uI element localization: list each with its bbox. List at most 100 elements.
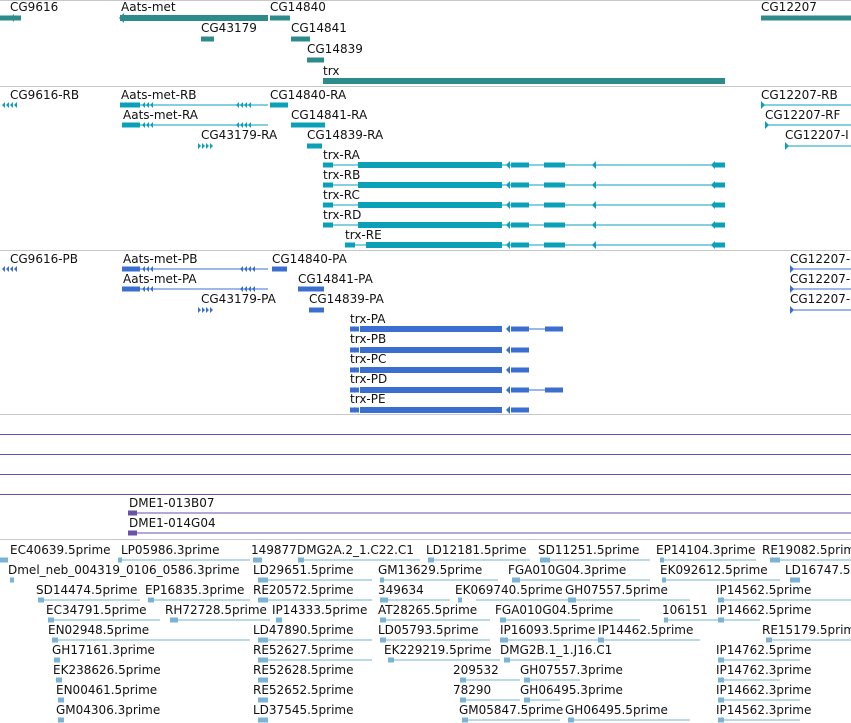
- transcript-label[interactable]: Aats-met-RB: [121, 88, 197, 102]
- transcript-label[interactable]: CG14841-RA: [291, 108, 368, 122]
- gene-label[interactable]: Aats-met: [121, 0, 176, 14]
- est-label[interactable]: IP14662.3prime: [716, 683, 812, 697]
- est-label[interactable]: EK229219.5prime: [384, 643, 492, 657]
- protein-label[interactable]: trx-PD: [350, 372, 388, 386]
- est-label[interactable]: 106151: [662, 603, 708, 617]
- est-label[interactable]: RH72728.5prime: [165, 603, 267, 617]
- clone-label[interactable]: DME1-013B07: [129, 496, 215, 510]
- est-label[interactable]: GH07557.5prime: [565, 583, 668, 597]
- est-label[interactable]: Dmel_neb_004319_0106_0586.3prime: [8, 563, 240, 577]
- protein-label[interactable]: CG12207-: [790, 272, 851, 286]
- est-label[interactable]: EC40639.5prime: [10, 543, 111, 557]
- protein-label[interactable]: Aats-met-PB: [123, 252, 198, 266]
- protein-label[interactable]: CG14840-PA: [272, 252, 347, 266]
- protein-label[interactable]: CG12207-: [790, 252, 851, 266]
- est-label[interactable]: DMG2B.1_1.J16.C1: [500, 643, 613, 657]
- transcript-label[interactable]: trx-RB: [323, 168, 361, 182]
- transcript-label[interactable]: trx-RC: [323, 188, 360, 202]
- est-label[interactable]: GM13629.5prime: [378, 563, 483, 577]
- transcript-label[interactable]: trx-RA: [323, 148, 360, 162]
- est-label[interactable]: RE19082.5prime: [762, 543, 851, 557]
- est-label[interactable]: IP14762.3prime: [716, 663, 812, 677]
- est-label[interactable]: IP14662.5prime: [716, 603, 812, 617]
- est-label[interactable]: RE52652.5prime: [253, 683, 354, 697]
- est-label[interactable]: EK092612.5prime: [660, 563, 768, 577]
- est-label[interactable]: 78290: [453, 683, 492, 697]
- est-label[interactable]: 149877: [251, 543, 297, 557]
- est-label[interactable]: RE15179.5prime: [762, 623, 851, 637]
- est-label[interactable]: 349634: [378, 583, 424, 597]
- gene-label[interactable]: CG12207: [761, 0, 817, 14]
- gene-label[interactable]: trx: [323, 64, 340, 78]
- est-label[interactable]: GH17161.3prime: [52, 643, 155, 657]
- gene-label[interactable]: CG14839: [307, 42, 363, 56]
- est-label[interactable]: FGA010G04.3prime: [508, 563, 627, 577]
- est-label[interactable]: SD11251.5prime: [538, 543, 640, 557]
- transcript-label[interactable]: CG14839-RA: [307, 128, 384, 142]
- est-label[interactable]: EN02948.5prime: [48, 623, 150, 637]
- transcript-label[interactable]: trx-RE: [345, 228, 382, 242]
- transcript-label[interactable]: CG12207-I: [785, 128, 849, 142]
- protein-label[interactable]: CG14841-PA: [298, 272, 373, 286]
- est-label[interactable]: IP14462.5prime: [598, 623, 694, 637]
- est-label[interactable]: LD37545.5prime: [253, 703, 354, 717]
- est-label[interactable]: GM04306.3prime: [56, 703, 161, 717]
- protein-label[interactable]: trx-PA: [350, 312, 386, 326]
- strand-arrow-icon: [790, 306, 794, 314]
- clone-label[interactable]: DME1-014G04: [129, 516, 216, 530]
- est-label[interactable]: 209532: [453, 663, 499, 677]
- est-label[interactable]: RE52627.5prime: [253, 643, 354, 657]
- protein-label[interactable]: CG14839-PA: [309, 292, 384, 306]
- exon-block: [122, 266, 140, 272]
- est-label[interactable]: EC34791.5prime: [46, 603, 147, 617]
- strand-arrow-icon: [248, 286, 251, 292]
- protein-label[interactable]: trx-PE: [350, 392, 386, 406]
- est-label[interactable]: IP16093.5prime: [500, 623, 596, 637]
- est-label[interactable]: GH07557.3prime: [520, 663, 623, 677]
- est-label[interactable]: EP16835.3prime: [145, 583, 245, 597]
- strand-arrow-icon: [506, 386, 510, 394]
- strand-arrow-icon: [352, 407, 355, 413]
- est-label[interactable]: DMG2A.2_1.C22.C1: [297, 543, 414, 557]
- gene-label[interactable]: CG14841: [291, 21, 347, 35]
- est-label[interactable]: AT28265.5prime: [378, 603, 478, 617]
- protein-label[interactable]: trx-PB: [350, 332, 387, 346]
- transcript-label[interactable]: CG9616-RB: [10, 88, 80, 102]
- protein-label[interactable]: CG12207-: [790, 292, 851, 306]
- transcript-label[interactable]: CG43179-RA: [201, 128, 278, 142]
- transcript-label[interactable]: CG12207-RF: [765, 108, 841, 122]
- est-label[interactable]: RE20572.5prime: [253, 583, 354, 597]
- protein-label[interactable]: Aats-met-PA: [123, 272, 197, 286]
- transcript-label[interactable]: CG12207-RB: [761, 88, 838, 102]
- est-label[interactable]: IP14562.5prime: [716, 583, 812, 597]
- est-label[interactable]: EK069740.5prime: [455, 583, 563, 597]
- est-label[interactable]: LD29651.5prime: [253, 563, 354, 577]
- est-label[interactable]: GH06495.5prime: [565, 703, 668, 717]
- est-label[interactable]: LD12181.5prime: [426, 543, 527, 557]
- est-label[interactable]: IP14562.3prime: [716, 703, 812, 717]
- transcript-label[interactable]: Aats-met-RA: [123, 108, 199, 122]
- est-label[interactable]: GM05847.5prime: [459, 703, 564, 717]
- transcript-label[interactable]: trx-RD: [323, 208, 362, 222]
- est-label[interactable]: LD05793.5prime: [378, 623, 479, 637]
- est-label[interactable]: RE52628.5prime: [253, 663, 354, 677]
- est-label[interactable]: LP05986.3prime: [121, 543, 220, 557]
- transcript-label[interactable]: CG14840-RA: [270, 88, 347, 102]
- gene-label[interactable]: CG43179: [201, 21, 257, 35]
- est-label[interactable]: LD16747.5: [785, 563, 851, 577]
- est-label[interactable]: EN00461.5prime: [56, 683, 158, 697]
- protein-label[interactable]: CG9616-PB: [10, 252, 79, 266]
- est-block: [568, 717, 574, 723]
- est-label[interactable]: EP14104.3prime: [656, 543, 756, 557]
- est-label[interactable]: IP14333.5prime: [272, 603, 368, 617]
- gene-label[interactable]: CG9616: [10, 0, 59, 14]
- est-label[interactable]: EK238626.5prime: [53, 663, 161, 677]
- protein-label[interactable]: trx-PC: [350, 352, 387, 366]
- est-label[interactable]: GH06495.3prime: [520, 683, 623, 697]
- gene-label[interactable]: CG14840: [270, 0, 326, 14]
- protein-label[interactable]: CG43179-PA: [201, 292, 276, 306]
- est-label[interactable]: SD14474.5prime: [36, 583, 138, 597]
- est-label[interactable]: IP14762.5prime: [716, 643, 812, 657]
- est-label[interactable]: FGA010G04.5prime: [495, 603, 614, 617]
- est-label[interactable]: LD47890.5prime: [253, 623, 354, 637]
